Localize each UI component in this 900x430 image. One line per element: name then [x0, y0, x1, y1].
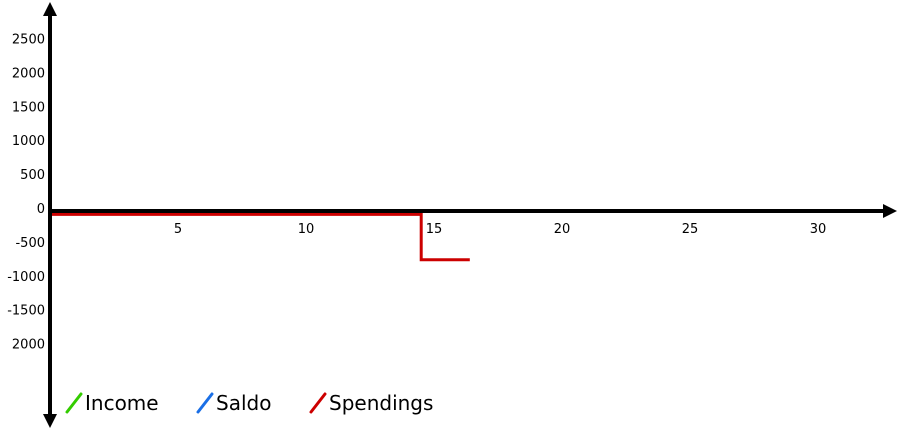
legend-label-spendings: Spendings	[329, 391, 433, 415]
y-tick-label: 500	[20, 168, 45, 183]
legend-swatch-income	[65, 392, 83, 414]
series-layer	[50, 212, 470, 262]
y-tick-label: -500	[15, 236, 45, 251]
x-tick-label: 10	[298, 222, 315, 237]
y-tick-label: 2000	[12, 338, 45, 353]
x-tick-label: 5	[174, 222, 182, 237]
x-axis-arrowhead	[883, 204, 897, 218]
y-tick-label: 1000	[12, 134, 45, 149]
legend: Income Saldo Spendings	[65, 391, 433, 415]
y-axis-bottom-arrowhead	[43, 414, 57, 428]
y-tick-label: 2500	[12, 33, 45, 48]
ticks-layer: 5 10 15 20 25 30 2500 2000 1500 1000 500 0 -500 -1000…	[7, 33, 826, 353]
x-tick-label: 25	[682, 222, 699, 237]
y-tick-label: 1500	[12, 100, 45, 115]
legend-swatch-spendings	[309, 392, 327, 414]
legend-label-income: Income	[85, 391, 159, 415]
y-tick-label: 2000	[12, 66, 45, 81]
x-tick-label: 30	[810, 222, 827, 237]
axes-layer	[43, 2, 897, 428]
x-tick-label: 20	[554, 222, 571, 237]
y-tick-label: -1500	[7, 304, 45, 319]
legend-swatch-saldo	[196, 392, 214, 414]
legend-label-saldo: Saldo	[216, 391, 271, 415]
x-tick-label: 15	[426, 222, 443, 237]
y-axis-top-arrowhead	[43, 2, 57, 16]
y-tick-label: 0	[37, 202, 45, 217]
series-line-spendings	[50, 212, 470, 262]
y-tick-label: -1000	[7, 270, 45, 285]
